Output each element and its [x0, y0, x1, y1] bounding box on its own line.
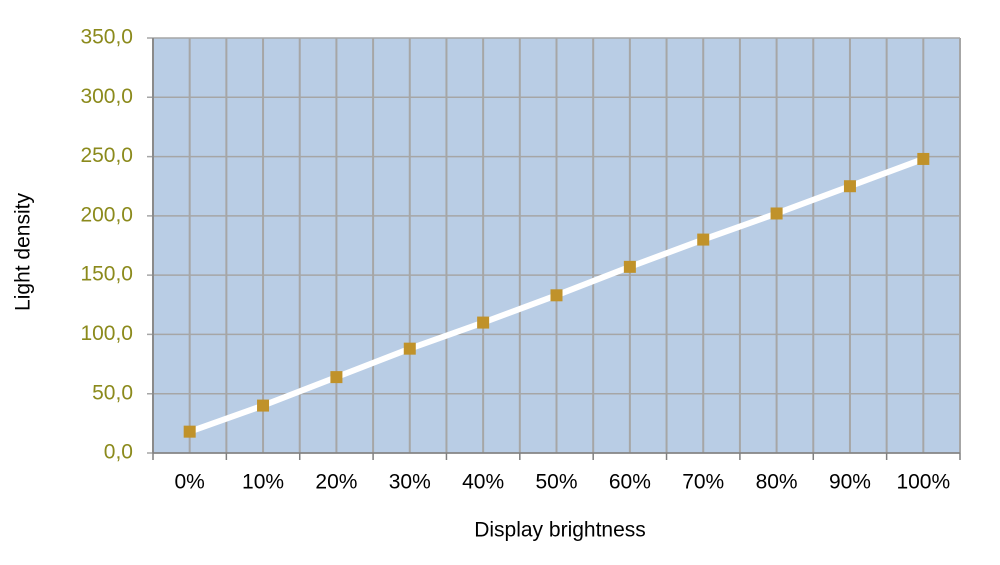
- marker: [477, 316, 490, 329]
- y-tick-label: 200,0: [80, 203, 133, 226]
- y-axis-title: Light density: [12, 193, 35, 311]
- y-tick-label: 150,0: [80, 263, 133, 286]
- marker: [623, 260, 636, 273]
- y-tick-label: 0,0: [104, 441, 133, 464]
- y-tick-label: 100,0: [80, 322, 133, 345]
- marker: [770, 207, 783, 220]
- x-axis-title: Display brightness: [474, 519, 646, 542]
- y-tick-label: 300,0: [80, 85, 133, 108]
- x-tick-label: 10%: [242, 471, 284, 494]
- marker: [843, 180, 856, 193]
- x-tick-label: 80%: [756, 471, 798, 494]
- marker: [257, 399, 270, 412]
- marker: [183, 425, 196, 438]
- y-tick-label: 50,0: [92, 381, 133, 404]
- x-tick-label: 20%: [315, 471, 357, 494]
- x-tick-label: 50%: [535, 471, 577, 494]
- marker: [550, 289, 563, 302]
- x-tick-label: 100%: [896, 471, 950, 494]
- marker: [403, 342, 416, 355]
- marker: [697, 233, 710, 246]
- x-tick-label: 90%: [829, 471, 871, 494]
- x-tick-label: 40%: [462, 471, 504, 494]
- y-tick-label: 250,0: [80, 144, 133, 167]
- x-tick-label: 30%: [389, 471, 431, 494]
- x-tick-label: 60%: [609, 471, 651, 494]
- x-tick-label: 0%: [175, 471, 205, 494]
- y-tick-label: 350,0: [80, 26, 133, 49]
- x-tick-label: 70%: [682, 471, 724, 494]
- marker: [917, 152, 930, 165]
- marker: [330, 371, 343, 384]
